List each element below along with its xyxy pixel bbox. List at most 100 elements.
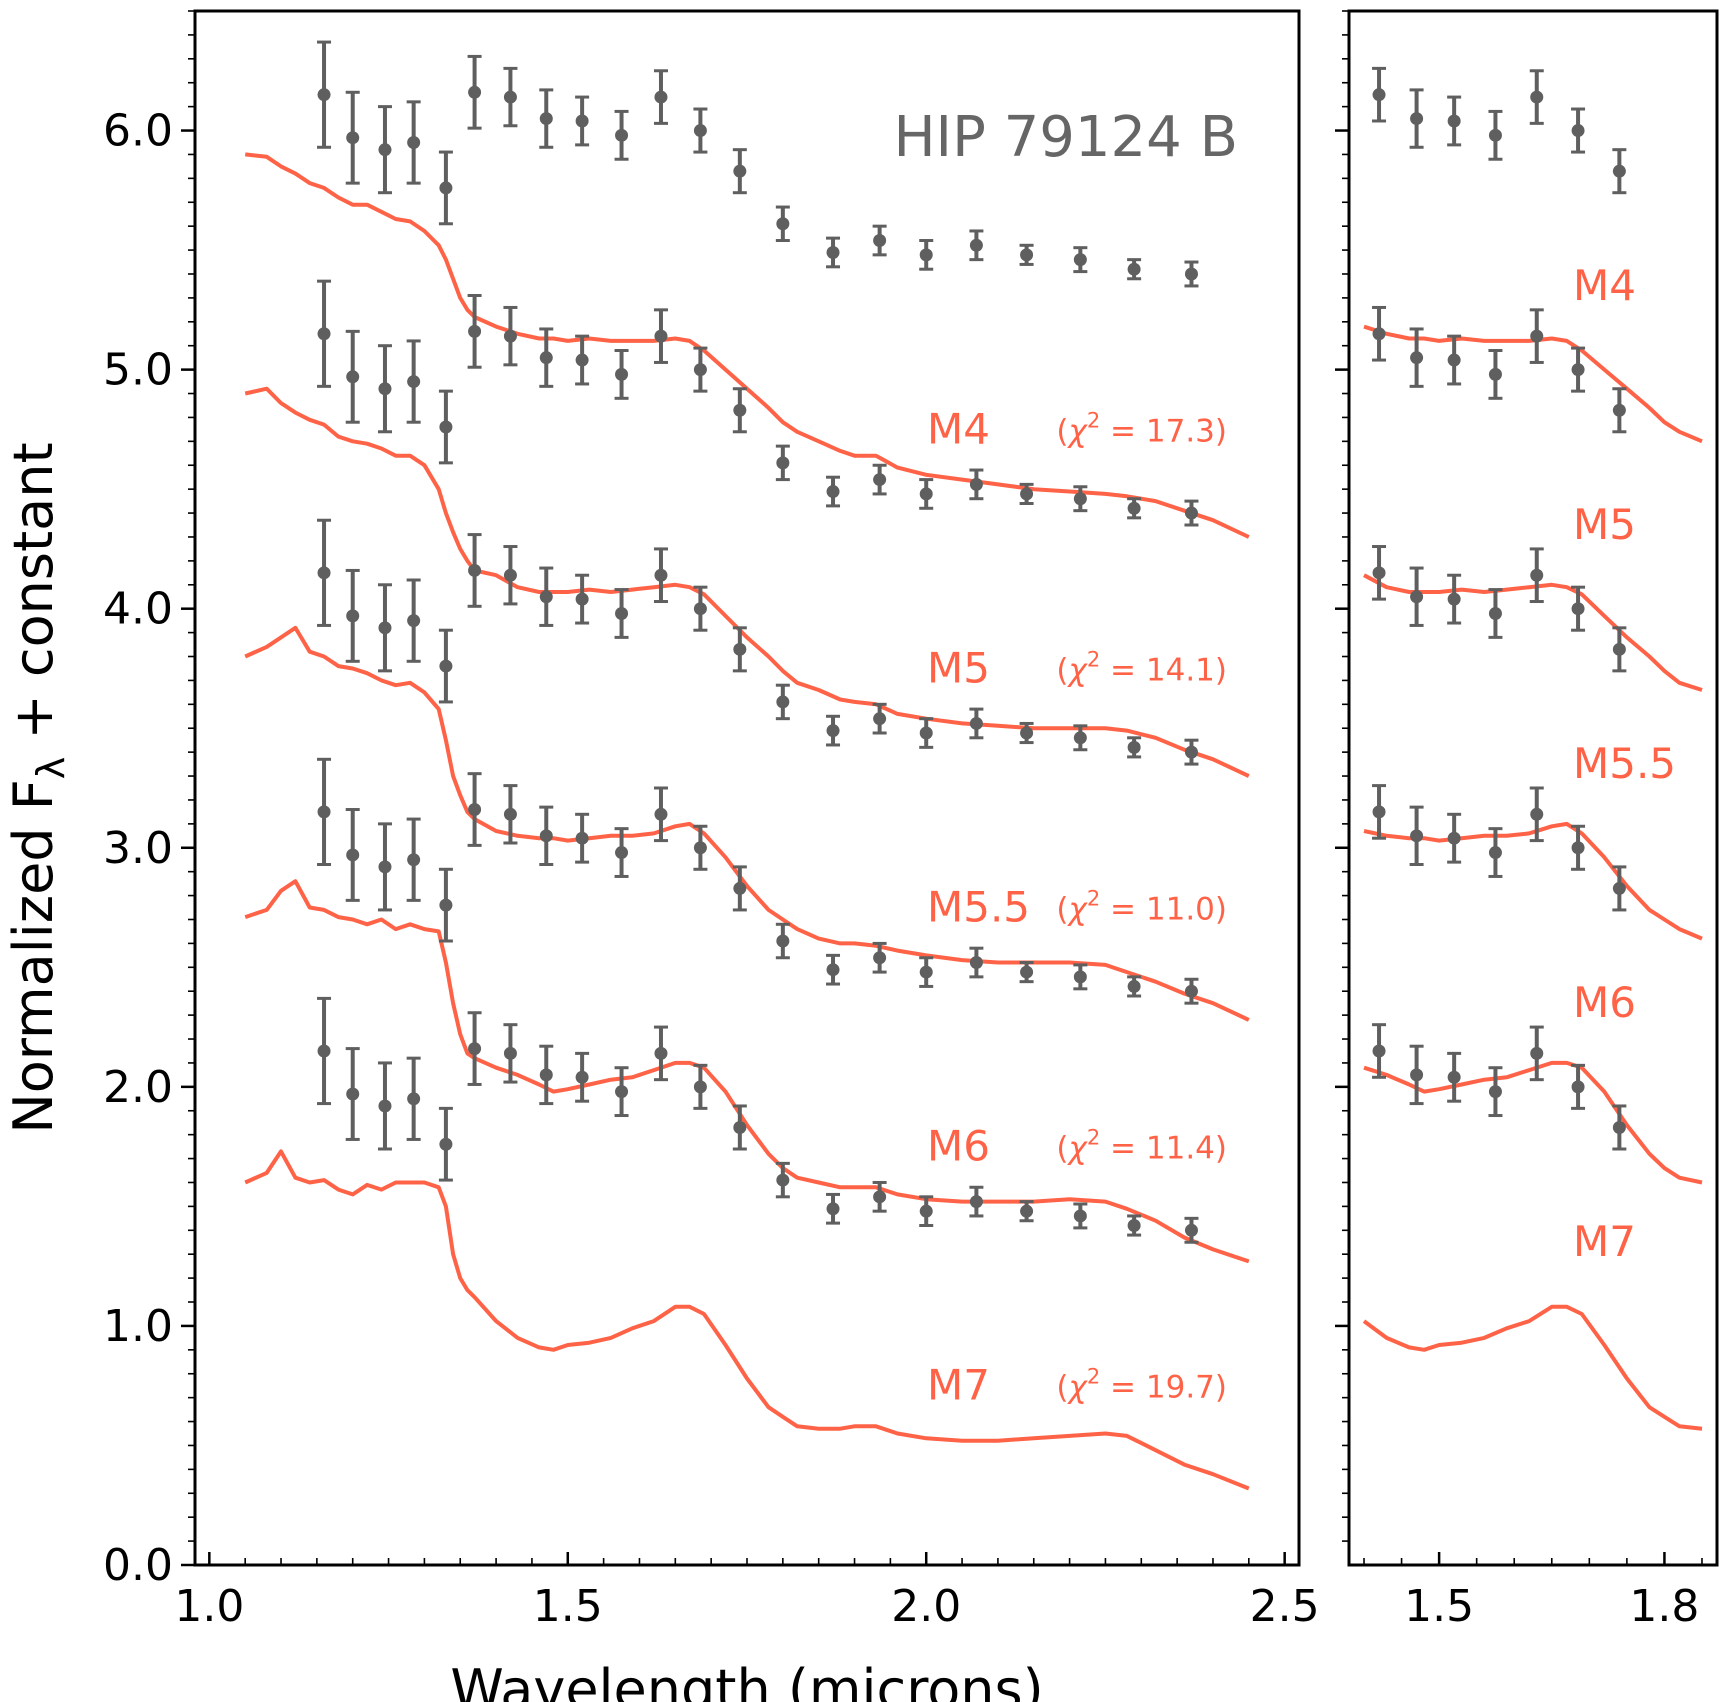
x-tick-label: 1.5 [533, 1581, 603, 1632]
y-tick-label: 3.0 [103, 823, 173, 874]
data-point [919, 965, 933, 979]
data-point [378, 382, 392, 396]
y-tick-label: 6.0 [103, 106, 173, 157]
y-tick-label: 1.0 [103, 1301, 173, 1352]
data-point [439, 898, 453, 912]
chi2-label: (χ2 = 17.3) [1056, 408, 1227, 449]
data-point [733, 403, 747, 417]
y-tick-label: 2.0 [103, 1062, 173, 1113]
data-point [346, 131, 360, 145]
data-point [733, 881, 747, 895]
data-point [1372, 88, 1386, 102]
data-point [317, 566, 331, 580]
data-point [693, 602, 707, 616]
data-point [1488, 367, 1502, 381]
data-point [539, 112, 553, 126]
data-point [378, 143, 392, 157]
data-point [1127, 979, 1141, 993]
chi2-label: (χ2 = 11.0) [1056, 887, 1227, 928]
data-point [654, 1046, 668, 1060]
data-point [1020, 487, 1034, 501]
data-point [873, 234, 887, 248]
x-tick-label: 2.5 [1250, 1581, 1320, 1632]
data-point [776, 456, 790, 470]
data-point [1447, 1070, 1461, 1084]
main-data-points [317, 40, 1199, 1244]
data-point [1530, 568, 1544, 582]
inset-plot-frame [1347, 9, 1719, 1567]
data-point [407, 1092, 421, 1106]
x-tick-label: 2.0 [891, 1581, 961, 1632]
inset-data-points [1372, 66, 1627, 1151]
data-point [776, 934, 790, 948]
data-point [439, 181, 453, 195]
data-point [407, 135, 421, 149]
data-point [539, 829, 553, 843]
data-point [439, 1137, 453, 1151]
data-point [693, 1080, 707, 1094]
data-point [346, 1087, 360, 1101]
data-point [378, 1099, 392, 1113]
data-point [1073, 492, 1087, 506]
data-point [1073, 970, 1087, 984]
data-point [1410, 590, 1424, 604]
data-point [1127, 740, 1141, 754]
data-point [317, 88, 331, 102]
data-point [826, 245, 840, 259]
data-point [1020, 726, 1034, 740]
data-point [693, 841, 707, 855]
model-label: M7 [927, 1361, 990, 1410]
data-point [1571, 124, 1585, 138]
data-point [776, 695, 790, 709]
data-point [969, 1195, 983, 1209]
data-point [693, 124, 707, 138]
data-point [1447, 831, 1461, 845]
chart-title: HIP 79124 B [893, 105, 1238, 170]
data-point [969, 956, 983, 970]
data-point [439, 420, 453, 434]
x-tick-label: 1.5 [1404, 1581, 1474, 1632]
data-point [1612, 1120, 1626, 1134]
data-point [615, 846, 629, 860]
data-point [654, 329, 668, 343]
data-point [317, 805, 331, 819]
data-point [1184, 267, 1198, 281]
data-point [1530, 807, 1544, 821]
data-point [1571, 841, 1585, 855]
data-point [919, 1204, 933, 1218]
chi2-label: (χ2 = 11.4) [1056, 1126, 1227, 1167]
inset-model-label: M4 [1573, 261, 1636, 310]
y-tick-label: 0.0 [103, 1540, 173, 1591]
data-point [1020, 1204, 1034, 1218]
model-label: M5.5 [927, 883, 1030, 932]
data-point [346, 609, 360, 623]
chi2-label: (χ2 = 14.1) [1056, 647, 1227, 688]
data-point [1571, 602, 1585, 616]
data-point [539, 590, 553, 604]
model-label: M6 [927, 1122, 990, 1171]
data-point [1488, 128, 1502, 142]
inset-major-ticks: 1.5 1.8 [1335, 129, 1699, 1632]
data-point [1073, 1209, 1087, 1223]
inset-model-label: M7 [1573, 1217, 1636, 1266]
data-point [1447, 353, 1461, 367]
data-point [378, 621, 392, 635]
data-point [733, 1120, 747, 1134]
data-point [826, 724, 840, 738]
data-point [1073, 253, 1087, 267]
data-point [468, 1042, 482, 1056]
data-point [1184, 506, 1198, 520]
y-axis-label-subscript: λ [29, 757, 73, 780]
data-point [873, 473, 887, 487]
data-point [575, 1070, 589, 1084]
data-point [1127, 262, 1141, 276]
data-point [468, 803, 482, 817]
data-point [919, 248, 933, 262]
inset-model-label: M6 [1573, 978, 1636, 1027]
data-point [439, 659, 453, 673]
data-point [1612, 403, 1626, 417]
model-spectrum-m6 [1363, 1060, 1703, 1185]
data-point [1530, 1046, 1544, 1060]
data-point [919, 487, 933, 501]
main-panel: 1.0 1.5 2.0 2.50.01.02.03.04.05.06.0 M4 (χ2 … [103, 9, 1320, 1632]
